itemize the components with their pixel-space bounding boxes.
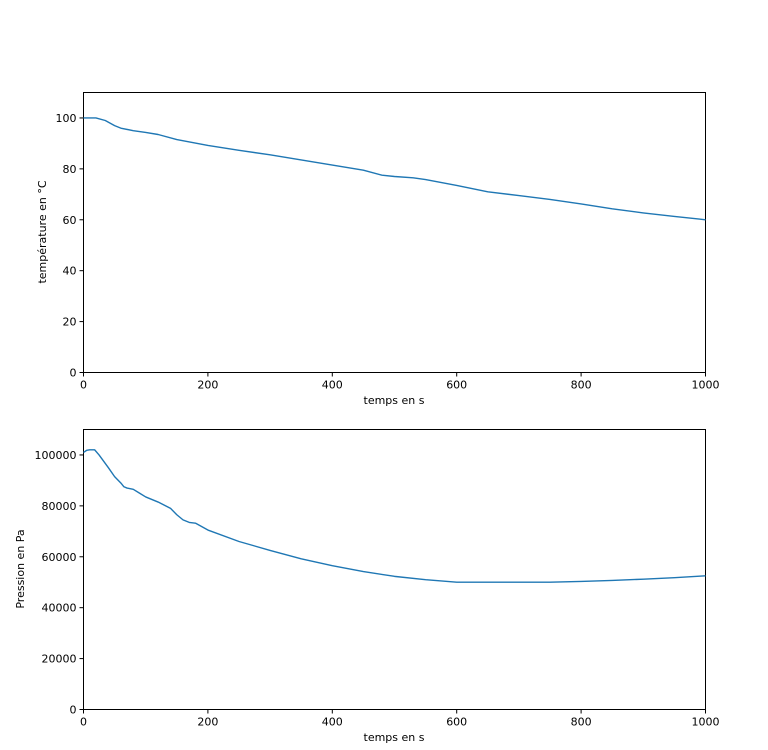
temperature-chart: 0 200 400 600 800 1000 0 20 40 60 80 100 temps en s…	[36, 92, 720, 407]
pressure-x-tick-label: 200	[197, 716, 218, 729]
temperature-x-axis-label: temps en s	[364, 394, 425, 407]
pressure-x-tick-label: 800	[571, 716, 592, 729]
temperature-y-tick-label: 0	[70, 367, 77, 380]
pressure-y-tick-label: 20000	[42, 653, 77, 666]
temperature-x-tick-label: 800	[571, 379, 592, 392]
pressure-ticks: 0 200 400 600 800 1000 0 20000 40000 60000 80000 10…	[35, 449, 720, 729]
pressure-x-tick-label: 1000	[692, 716, 720, 729]
pressure-y-tick-label: 100000	[35, 449, 77, 462]
pressure-y-tick-label: 0	[70, 704, 77, 717]
temperature-x-tick-label: 600	[446, 379, 467, 392]
pressure-y-tick-label: 80000	[42, 500, 77, 513]
pressure-x-tick-label: 400	[322, 716, 343, 729]
pressure-y-axis-label: Pression en Pa	[14, 529, 27, 608]
temperature-y-tick-label: 40	[63, 265, 77, 278]
pressure-x-tick-label: 0	[80, 716, 87, 729]
temperature-plot-frame	[83, 92, 706, 373]
pressure-plot-frame	[83, 429, 706, 710]
temperature-x-tick-label: 200	[197, 379, 218, 392]
temperature-y-tick-label: 80	[63, 163, 77, 176]
temperature-series-line	[83, 117, 706, 221]
pressure-x-tick-label: 600	[446, 716, 467, 729]
pressure-x-axis-label: temps en s	[364, 731, 425, 744]
temperature-ticks: 0 200 400 600 800 1000 0 20 40 60 80 100	[56, 112, 720, 392]
temperature-y-tick-label: 20	[63, 316, 77, 329]
temperature-y-tick-label: 60	[63, 214, 77, 227]
temperature-x-tick-label: 1000	[692, 379, 720, 392]
temperature-y-tick-label: 100	[56, 112, 77, 125]
pressure-y-tick-label: 60000	[42, 551, 77, 564]
temperature-x-tick-label: 0	[80, 379, 87, 392]
pressure-y-tick-label: 40000	[42, 602, 77, 615]
temperature-y-axis-label: température en °C	[36, 180, 49, 283]
temperature-x-tick-label: 400	[322, 379, 343, 392]
pressure-chart: 0 200 400 600 800 1000 0 20000 40000 60000 80000 10…	[14, 429, 720, 744]
pressure-series-line	[83, 449, 706, 583]
